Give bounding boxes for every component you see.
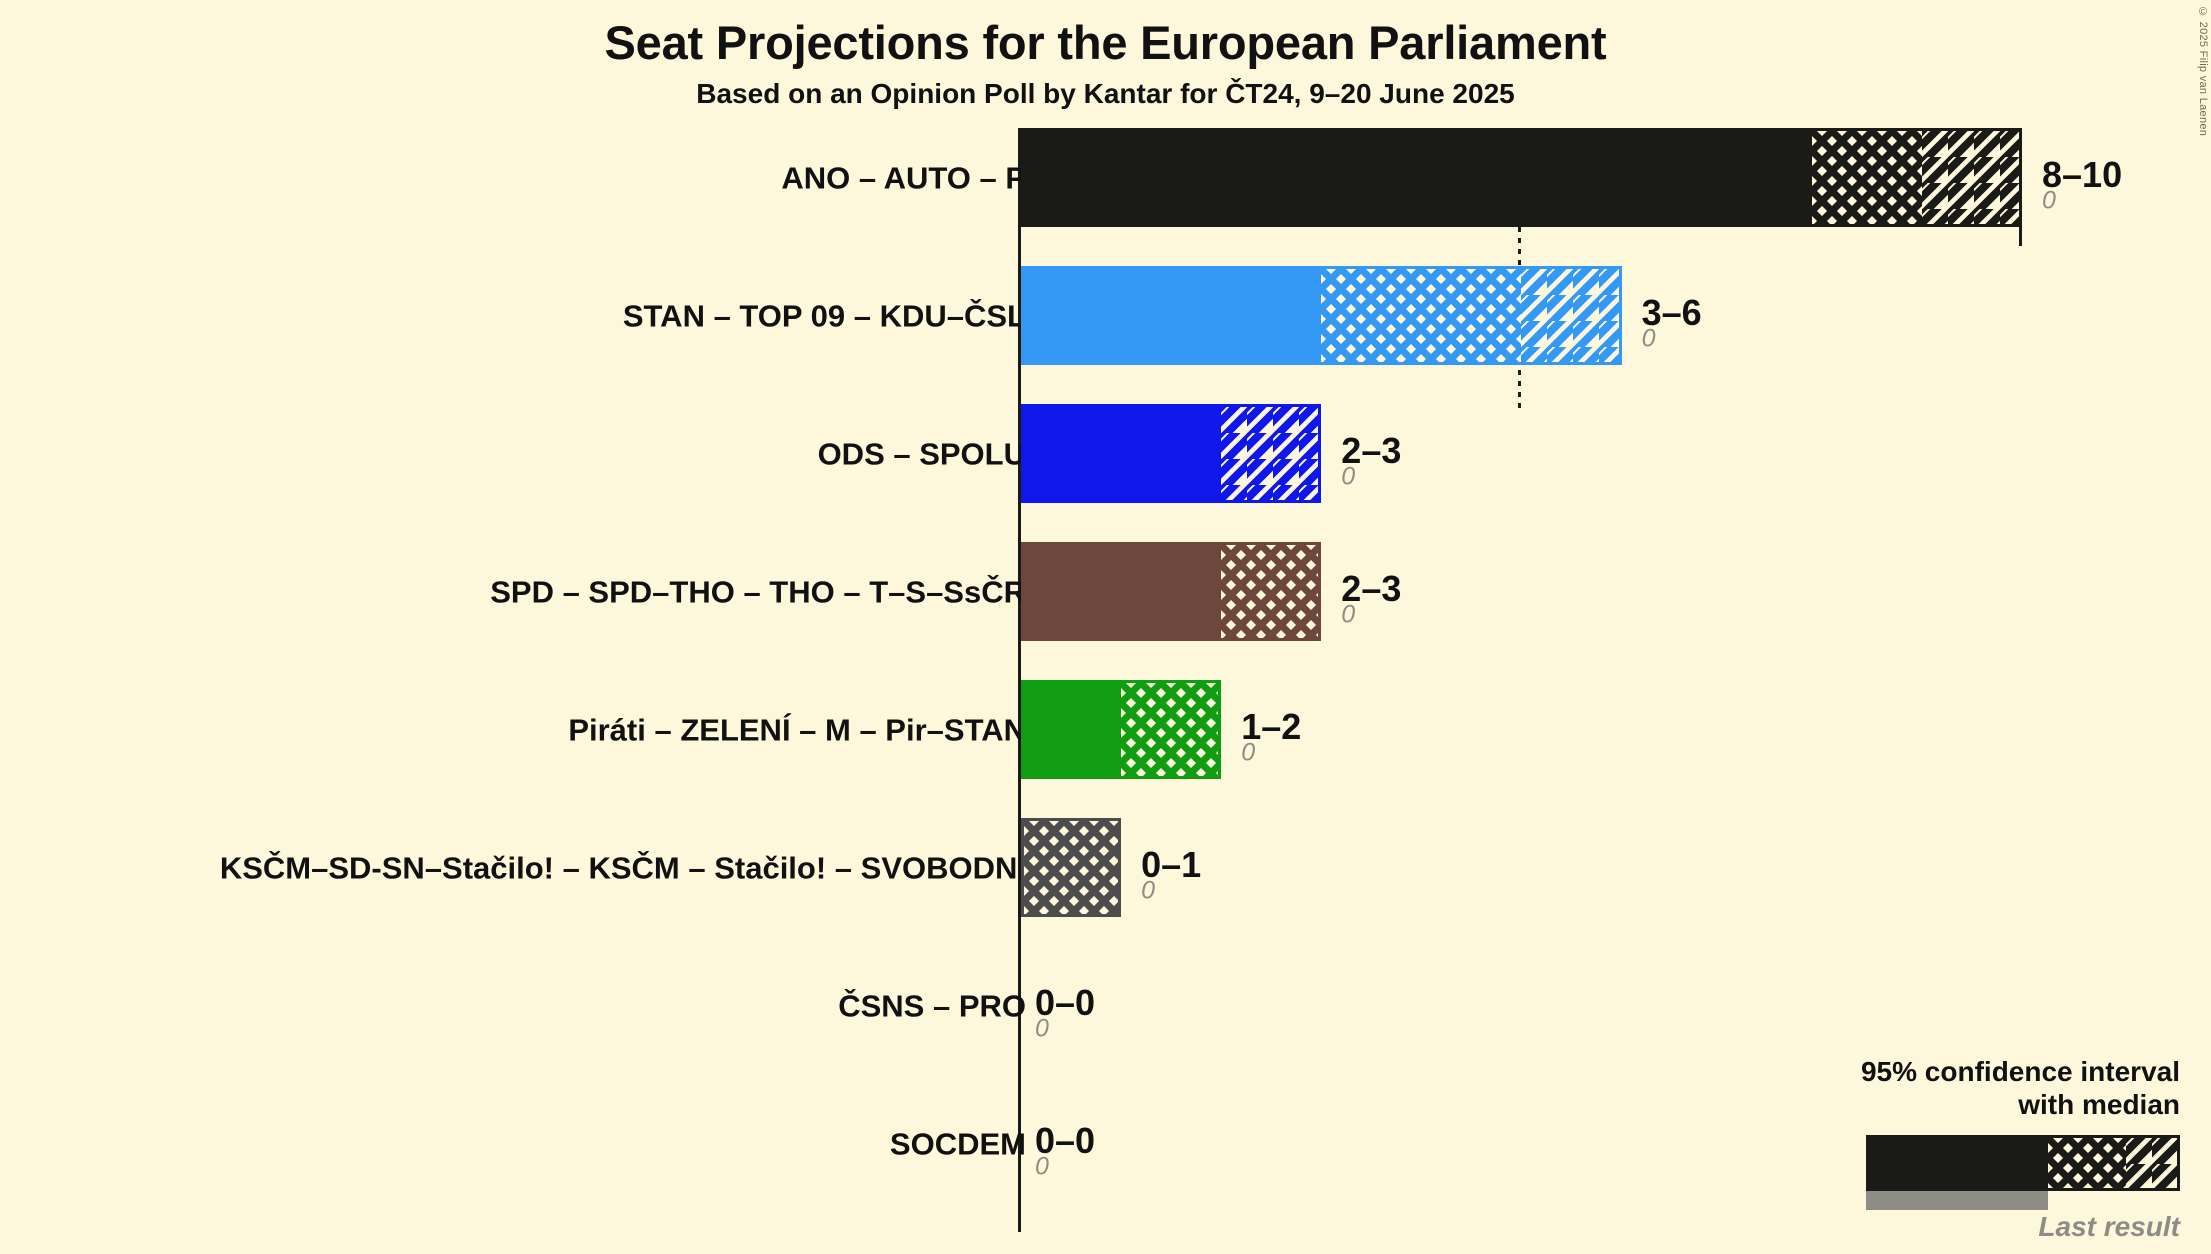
page-subtitle: Based on an Opinion Poll by Kantar for Č… [696, 78, 1515, 109]
last-result-value: 0 [1035, 1014, 1049, 1042]
legend-last-result-bar [1866, 1191, 2048, 1210]
bar-row: SOCDEM 0–0 0 [0, 1094, 2211, 1193]
bar-row: ODS – SPOLU 2–3 0 [0, 404, 2211, 503]
party-label: Piráti – ZELENÍ – M – Pir–STAN [568, 712, 1026, 747]
last-result-value: 0 [1241, 738, 1256, 766]
bar-row: ANO – AUTO – P 8–10 0 [0, 128, 2211, 227]
confidence-interval-bar[interactable] [1021, 266, 1622, 365]
seat-range-value: 3–6 [1641, 291, 1702, 333]
legend-ci-line1: 95% confidence interval [1860, 1056, 2180, 1087]
bar-row: Piráti – ZELENÍ – M – Pir–STAN 1–2 0 [0, 680, 2211, 779]
seat-range-value: 1–2 [1241, 705, 1302, 747]
bar-segment-median-crosshatch [1321, 266, 1522, 365]
seat-range-value: 0–0 [1035, 1119, 1096, 1161]
bar-wrapper [1021, 266, 1622, 365]
party-label: STAN – TOP 09 – KDU–ČSL [622, 298, 1026, 333]
legend-segment-solid [1866, 1135, 2048, 1191]
party-label: SOCDEM [889, 1126, 1026, 1161]
page-title: Seat Projections for the European Parlia… [604, 16, 1607, 69]
chart-legend: 95% confidence interval with median Last… [1580, 1055, 2190, 1245]
party-label: SPD – SPD–THO – THO – T–S–SsČR [490, 574, 1026, 609]
last-result-value: 0 [2042, 186, 2056, 214]
bar-segment-upper-diagonal [1921, 128, 2022, 227]
bar-wrapper [1021, 404, 1322, 503]
bar-row: SPD – SPD–THO – THO – T–S–SsČR 2–3 0 [0, 542, 2211, 641]
confidence-interval-bar[interactable] [1021, 128, 2022, 227]
copyright-notice: © 2025 Filip van Laenen [2197, 6, 2209, 137]
bar-segment-median-crosshatch [1021, 818, 1122, 917]
bar-wrapper [1021, 680, 1222, 779]
y-axis-line [1018, 128, 1021, 1232]
legend-segment-upper-diagonal [2126, 1135, 2180, 1191]
bar-wrapper [1021, 542, 1322, 641]
bar-segment-solid [1021, 404, 1222, 503]
legend-last-result-label: Last result [2038, 1211, 2180, 1242]
bar-row: STAN – TOP 09 – KDU–ČSL 3–6 0 [0, 266, 2211, 365]
party-label: ANO – AUTO – P [781, 160, 1026, 195]
bar-segment-median-crosshatch [1221, 542, 1322, 641]
confidence-interval-bar[interactable] [1021, 542, 1322, 641]
confidence-interval-bar[interactable] [1021, 404, 1322, 503]
seat-range-value: 0–1 [1141, 843, 1202, 885]
bar-row: KSČM–SD-SN–Stačilo! – KSČM – Stačilo! – … [0, 818, 2211, 917]
bar-segment-median-crosshatch [1811, 128, 1922, 227]
bar-segment-upper-diagonal [1521, 266, 1622, 365]
legend-ci-text: 95% confidence interval with median [1580, 1055, 2180, 1121]
seat-range-value: 2–3 [1341, 429, 1402, 471]
legend-ci-line2: with median [2018, 1089, 2180, 1121]
bar-segment-median-crosshatch [1121, 680, 1222, 779]
last-result-value: 0 [1035, 1152, 1049, 1180]
confidence-interval-bar[interactable] [1021, 818, 1122, 917]
bar-wrapper [1021, 818, 1122, 917]
last-result-value: 0 [1641, 324, 1656, 352]
bar-wrapper [1021, 1094, 1022, 1193]
seat-range-value: 0–0 [1035, 981, 1096, 1023]
confidence-interval-bar[interactable] [1021, 680, 1222, 779]
last-result-value: 0 [1341, 462, 1356, 490]
legend-sample-bar [1866, 1135, 2180, 1191]
seat-range-value: 2–3 [1341, 567, 1402, 609]
bar-segment-upper-diagonal [1221, 404, 1322, 503]
bar-segment-solid [1021, 680, 1122, 779]
bar-segment-solid [1021, 542, 1222, 641]
bar-wrapper [1021, 956, 1022, 1055]
party-label: KSČM–SD-SN–Stačilo! – KSČM – Stačilo! – … [219, 850, 1026, 885]
bar-wrapper [1021, 128, 2022, 227]
party-label: ODS – SPOLU [817, 436, 1026, 471]
seat-range-value: 8–10 [2042, 153, 2123, 195]
last-result-value: 0 [1141, 876, 1155, 904]
bar-row: ČSNS – PRO 0–0 0 [0, 956, 2211, 1055]
last-result-value: 0 [1341, 600, 1356, 628]
bar-segment-solid [1021, 266, 1322, 365]
legend-segment-median-crosshatch [2048, 1135, 2126, 1191]
bar-segment-solid [1021, 128, 1812, 227]
party-label: ČSNS – PRO [838, 988, 1026, 1023]
